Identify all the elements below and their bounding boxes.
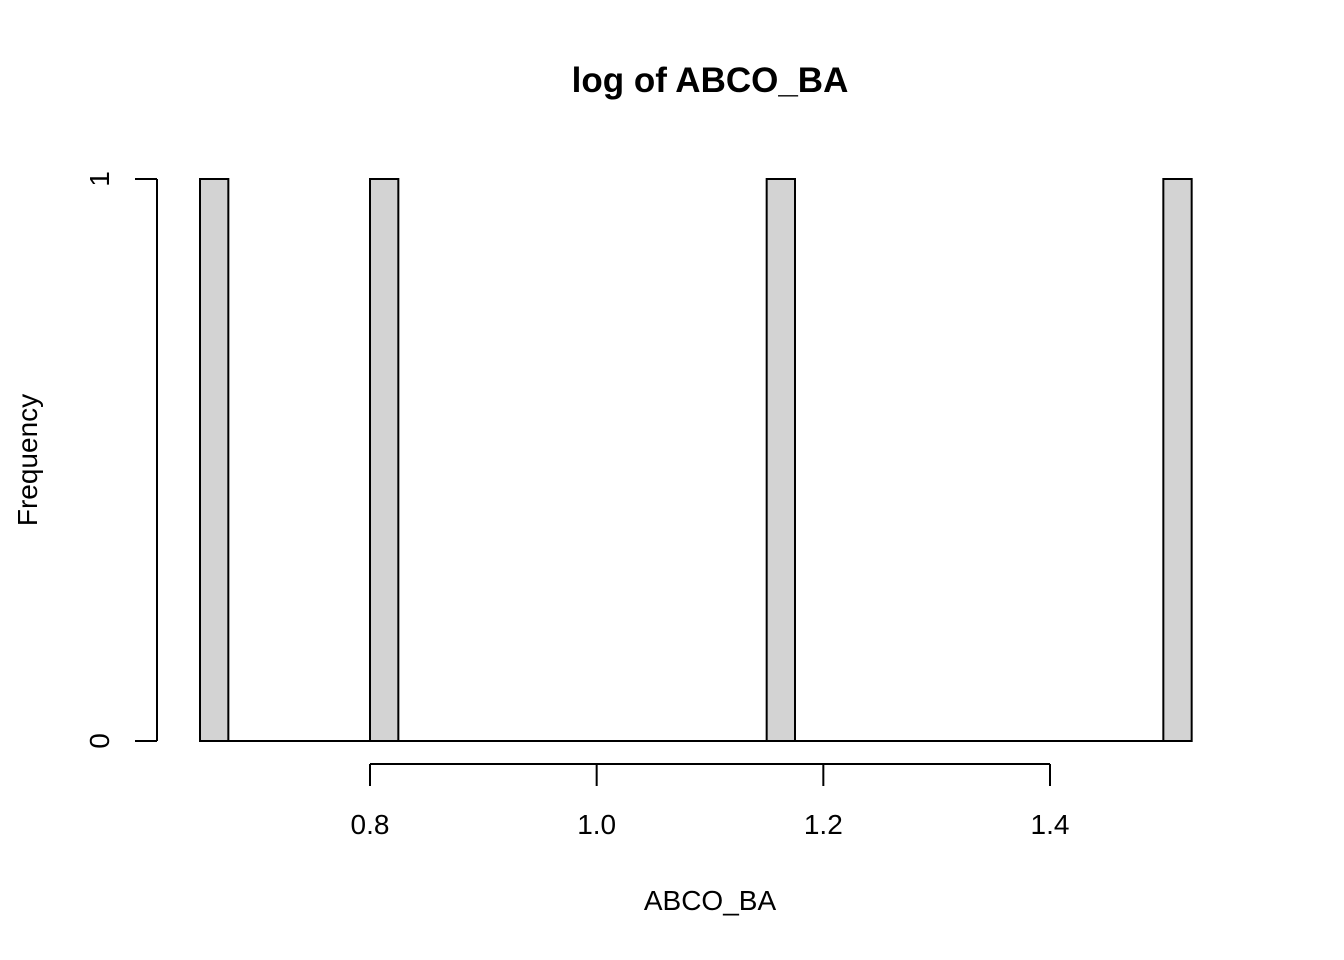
histogram-bar <box>369 178 400 742</box>
y-tick-label: 1 <box>84 171 115 187</box>
histogram-bar <box>1162 178 1193 742</box>
x-axis-label: ABCO_BA <box>644 885 777 916</box>
histogram-bar <box>765 178 797 742</box>
x-tick-label: 1.4 <box>1031 809 1070 840</box>
bars-group <box>199 178 1193 742</box>
x-tick-label: 1.0 <box>577 809 616 840</box>
x-tick-label: 1.2 <box>804 809 843 840</box>
histogram-bar <box>199 178 230 742</box>
y-axis: 01 <box>84 171 158 749</box>
y-tick-label: 0 <box>84 733 115 749</box>
x-tick-label: 0.8 <box>351 809 390 840</box>
x-axis: 0.8 1.0 1.2 1.4 <box>351 763 1070 840</box>
chart-title: log of ABCO_BA <box>572 61 849 100</box>
y-axis-label: Frequency <box>12 394 43 526</box>
